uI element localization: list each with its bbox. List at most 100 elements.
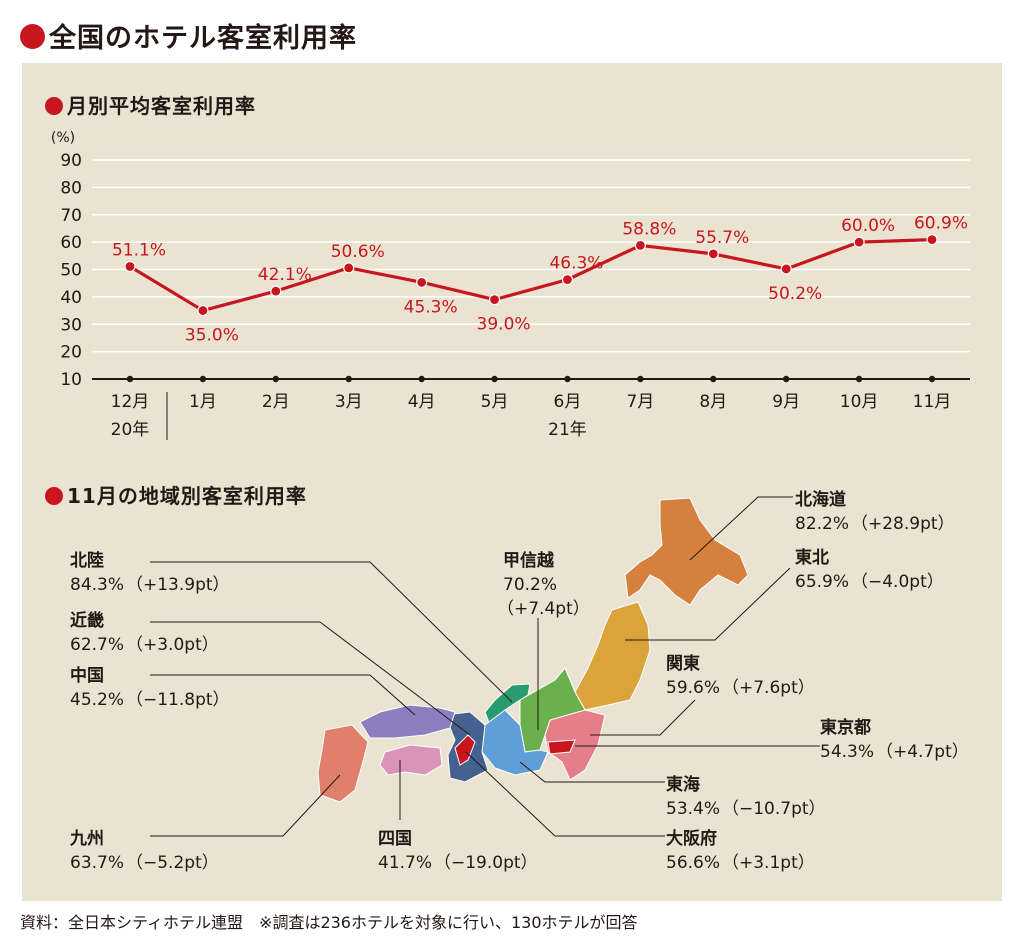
region-change: （+4.7pt） bbox=[876, 742, 969, 762]
x-tick-mark bbox=[637, 375, 644, 383]
y-tick-label: 80 bbox=[60, 178, 82, 198]
data-label: 50.6% bbox=[331, 242, 385, 262]
x-tick-mark bbox=[272, 375, 280, 383]
x-tick-mark bbox=[855, 375, 863, 383]
region-change: （−10.7pt） bbox=[722, 799, 826, 819]
leader-line-tohoku bbox=[625, 567, 791, 641]
region-shape-kyushu bbox=[317, 724, 369, 803]
region-change: （−5.2pt） bbox=[126, 853, 219, 873]
region-value: 63.7% bbox=[70, 853, 124, 873]
region-shape-kanto bbox=[544, 709, 606, 781]
region-name: 大阪府 bbox=[666, 828, 717, 849]
map-chart-title-text: 11月の地域別客室利用率 bbox=[67, 484, 307, 508]
data-point bbox=[488, 294, 501, 306]
region-shape-chugoku bbox=[359, 704, 456, 739]
main-title: 全国のホテル客室利用率 bbox=[20, 16, 357, 55]
x-tick-mark bbox=[782, 375, 790, 383]
x-tick-mark bbox=[564, 375, 571, 383]
region-change: （−4.0pt） bbox=[851, 572, 944, 592]
region-change: （−19.0pt） bbox=[434, 853, 538, 873]
leader-line-kinki bbox=[150, 621, 471, 736]
x-tick-mark bbox=[418, 375, 425, 383]
region-name: 北陸 bbox=[70, 550, 104, 571]
data-point bbox=[197, 304, 209, 317]
region-shape-shikoku bbox=[379, 744, 443, 776]
section-bullet-icon bbox=[45, 486, 63, 505]
year-label-20: 20年 bbox=[111, 420, 150, 440]
data-point bbox=[270, 285, 282, 297]
line-chart: (%) 10 20 30 40 50 60 70 80 90 12月 1月 2月 3月 4月 5月 6月 7月 8月… bbox=[51, 130, 970, 440]
line-chart-title: 月別平均客室利用率 bbox=[45, 90, 256, 119]
region-change: （+7.6pt） bbox=[722, 678, 815, 698]
region-change: （+28.9pt） bbox=[851, 514, 955, 534]
region-value: 45.2% bbox=[70, 690, 124, 710]
y-tick-label: 20 bbox=[60, 343, 82, 363]
region-name: 甲信越 bbox=[503, 550, 555, 571]
region-name: 東海 bbox=[666, 774, 700, 795]
region-shape-osaka bbox=[454, 734, 476, 766]
main-title-text: 全国のホテル客室利用率 bbox=[49, 23, 357, 54]
x-tick-mark bbox=[491, 375, 498, 383]
y-tick-label: 60 bbox=[60, 233, 82, 253]
data-point bbox=[780, 263, 792, 275]
x-tick-mark bbox=[345, 375, 352, 383]
line-chart-title-text: 月別平均客室利用率 bbox=[67, 94, 256, 118]
y-tick-label: 70 bbox=[60, 206, 82, 226]
region-name: 東京都 bbox=[820, 717, 871, 738]
x-tick-mark bbox=[199, 375, 207, 383]
japan-map bbox=[317, 497, 749, 803]
x-tick-label: 3月 bbox=[335, 392, 363, 412]
region-name: 北海道 bbox=[795, 489, 846, 510]
data-label: 51.1% bbox=[112, 240, 166, 260]
x-tick-label: 10月 bbox=[840, 392, 879, 412]
region-change: （+7.4pt） bbox=[497, 599, 590, 619]
region-value: 41.7% bbox=[378, 853, 432, 873]
map-leader-lines bbox=[150, 496, 820, 837]
data-point bbox=[853, 236, 865, 248]
region-value: 54.3% bbox=[820, 742, 874, 762]
x-tick-label: 9月 bbox=[772, 392, 800, 412]
data-label: 46.3% bbox=[549, 254, 603, 274]
y-tick-label: 10 bbox=[60, 370, 82, 390]
region-value: 56.6% bbox=[666, 853, 720, 873]
region-value: 65.9% bbox=[795, 572, 849, 592]
region-name: 東北 bbox=[795, 547, 829, 568]
x-tick-label: 8月 bbox=[699, 392, 727, 412]
region-value: 59.6% bbox=[666, 678, 720, 698]
x-tick-label: 12月 bbox=[111, 392, 150, 412]
region-name: 中国 bbox=[70, 665, 104, 686]
y-tick-label: 40 bbox=[60, 288, 82, 308]
section-bullet-icon bbox=[45, 96, 63, 115]
region-change: （+3.0pt） bbox=[126, 635, 219, 655]
data-point bbox=[416, 276, 428, 288]
data-point bbox=[561, 274, 574, 286]
region-shape-tokai bbox=[481, 709, 549, 776]
data-label: 42.1% bbox=[258, 265, 312, 285]
data-label: 39.0% bbox=[477, 315, 531, 335]
x-tick-label: 1月 bbox=[189, 392, 217, 412]
x-tick-mark bbox=[928, 375, 936, 383]
data-label: 58.8% bbox=[622, 219, 676, 239]
leader-line-hokuriku bbox=[150, 561, 513, 703]
data-point bbox=[124, 260, 136, 273]
x-tick-label: 11月 bbox=[913, 392, 952, 412]
data-point bbox=[926, 234, 938, 246]
data-label: 35.0% bbox=[185, 326, 239, 346]
region-name: 関東 bbox=[666, 653, 700, 674]
series-line bbox=[129, 238, 933, 313]
x-tick-label: 7月 bbox=[626, 392, 654, 412]
region-change: （+13.9pt） bbox=[126, 575, 230, 595]
y-tick-label: 30 bbox=[60, 315, 82, 335]
region-value: 84.3% bbox=[70, 575, 124, 595]
x-tick-label: 6月 bbox=[554, 392, 582, 412]
leader-line-tokai bbox=[519, 761, 665, 783]
region-value: 70.2% bbox=[503, 575, 557, 595]
region-name: 四国 bbox=[378, 829, 412, 849]
data-point bbox=[343, 262, 355, 274]
region-shape-hokkaido bbox=[624, 497, 749, 606]
region-change: （+3.1pt） bbox=[722, 853, 815, 873]
y-tick-label: 90 bbox=[60, 151, 82, 171]
data-label: 45.3% bbox=[404, 297, 458, 317]
